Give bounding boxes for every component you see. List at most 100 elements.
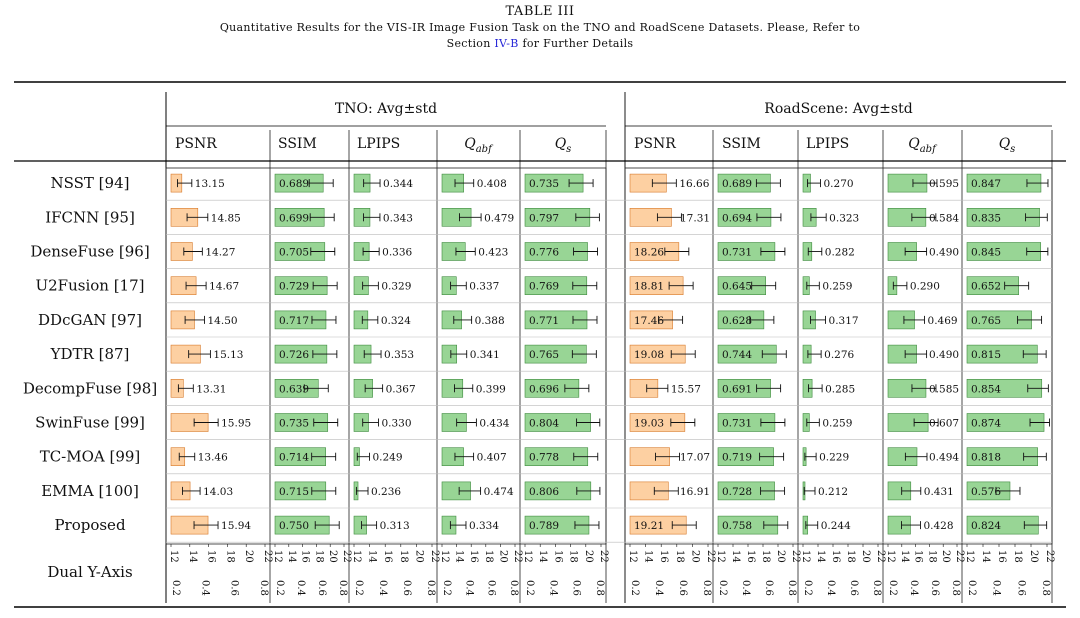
value-label-tno-ssim: 0.735 [279, 418, 309, 430]
metric-tick-label: 0.4 [547, 580, 558, 596]
psnr-tick-label: 14 [815, 550, 826, 563]
psnr-tick-label: 16 [300, 550, 311, 563]
value-label-roadscene-lpips: 0.244 [821, 520, 851, 532]
value-label-roadscene-lpips: 0.229 [819, 452, 849, 464]
psnr-tick-label: 20 [327, 550, 338, 563]
metric-tick-label: 0.8 [786, 580, 797, 596]
method-label: EMMA [100] [41, 482, 139, 500]
value-label-tno-lpips: 0.236 [371, 486, 401, 498]
value-label-roadscene-ssim: 0.694 [722, 212, 752, 224]
metric-header-roadscene-psnr: PSNR [634, 136, 676, 152]
psnr-tick-label: 16 [468, 550, 479, 563]
value-label-tno-qabf: 0.399 [476, 383, 506, 395]
value-label-tno-qabf: 0.408 [477, 178, 507, 190]
value-label-tno-qabf: 0.341 [470, 349, 500, 361]
metric-tick-label: 0.4 [991, 580, 1002, 596]
method-label: DDcGAN [97] [38, 311, 142, 329]
value-label-roadscene-ssim: 0.758 [722, 520, 752, 532]
metric-header-tno-qs: Qs [555, 136, 572, 155]
value-label-roadscene-qabf: 0.494 [929, 452, 959, 464]
metric-header-tno-psnr: PSNR [175, 136, 217, 152]
metric-tick-label: 0.4 [199, 580, 210, 596]
psnr-tick-label: 22 [705, 550, 716, 563]
metric-tick-label: 0.2 [170, 580, 181, 596]
value-label-roadscene-qs: 0.818 [971, 452, 1001, 464]
psnr-tick-label: 18 [224, 550, 235, 563]
value-label-tno-qabf: 0.337 [469, 281, 499, 293]
metric-tick-label: 0.2 [274, 580, 285, 596]
psnr-tick-label: 20 [860, 550, 871, 563]
metric-tick-label: 0.6 [848, 580, 859, 596]
value-label-roadscene-lpips: 0.259 [822, 281, 852, 293]
section-link[interactable]: IV-B [494, 37, 519, 50]
value-label-roadscene-qs: 0.765 [971, 315, 1001, 327]
psnr-tick-label: 22 [512, 550, 523, 563]
value-label-tno-qabf: 0.388 [475, 315, 505, 327]
value-label-roadscene-qs: 0.576 [971, 486, 1001, 498]
metric-tick-label: 0.8 [871, 580, 882, 596]
psnr-tick-label: 18 [1012, 550, 1023, 563]
value-label-tno-ssim: 0.699 [279, 212, 309, 224]
method-label: NSST [94] [51, 174, 130, 192]
metric-header-roadscene-qs: Qs [999, 136, 1016, 155]
roadscene-plot-frame [624, 167, 1053, 545]
value-label-roadscene-ssim: 0.744 [722, 349, 752, 361]
value-label-roadscene-qabf: 0.607 [929, 418, 959, 430]
psnr-tick-label: 16 [206, 550, 217, 563]
metric-tick-label: 0.8 [701, 580, 712, 596]
method-label: SwinFuse [99] [35, 414, 145, 432]
value-label-roadscene-ssim: 0.645 [722, 281, 752, 293]
psnr-tick-label: 22 [341, 550, 352, 563]
value-label-roadscene-qabf: 0.490 [929, 247, 959, 259]
method-label: U2Fusion [17] [36, 277, 145, 295]
value-label-roadscene-qabf: 0.584 [929, 212, 959, 224]
psnr-tick-label: 16 [382, 550, 393, 563]
value-label-tno-qs: 0.806 [529, 486, 559, 498]
method-label: IFCNN [95] [45, 208, 135, 226]
psnr-tick-label: 20 [940, 550, 951, 563]
value-label-roadscene-psnr: 19.21 [634, 520, 664, 532]
value-label-roadscene-psnr: 15.57 [671, 383, 701, 395]
value-label-roadscene-psnr: 19.03 [634, 418, 664, 430]
value-label-tno-lpips: 0.324 [381, 315, 411, 327]
value-label-roadscene-qabf: 0.595 [929, 178, 959, 190]
value-label-roadscene-qabf: 0.431 [924, 486, 954, 498]
metric-tick-label: 0.4 [463, 580, 474, 596]
value-label-tno-psnr: 15.94 [221, 520, 251, 532]
value-label-tno-lpips: 0.367 [386, 383, 416, 395]
value-label-tno-qabf: 0.407 [477, 452, 507, 464]
metric-header-roadscene-lpips: LPIPS [806, 136, 849, 152]
value-label-roadscene-ssim: 0.731 [722, 418, 752, 430]
value-label-tno-psnr: 14.85 [211, 212, 241, 224]
method-label: TC-MOA [99] [40, 448, 141, 466]
metric-tick-label: 0.2 [629, 580, 640, 596]
value-label-tno-qs: 0.804 [529, 418, 559, 430]
value-label-tno-lpips: 0.329 [381, 281, 411, 293]
value-label-roadscene-lpips: 0.276 [824, 349, 854, 361]
value-label-tno-qabf: 0.479 [484, 212, 514, 224]
value-label-tno-psnr: 13.31 [196, 383, 226, 395]
psnr-tick-label: 14 [899, 550, 910, 563]
value-label-tno-qabf: 0.423 [478, 247, 508, 259]
value-label-tno-psnr: 13.15 [195, 178, 225, 190]
value-label-tno-lpips: 0.353 [384, 349, 414, 361]
metric-tick-label: 0.4 [295, 580, 306, 596]
metric-tick-label: 0.8 [950, 580, 961, 596]
method-label: DenseFuse [96] [30, 243, 149, 261]
value-label-tno-ssim: 0.639 [279, 383, 309, 395]
value-label-tno-qs: 0.765 [529, 349, 559, 361]
value-label-roadscene-qs: 0.847 [971, 178, 1001, 190]
metric-tick-label: 0.8 [594, 580, 605, 596]
value-label-tno-lpips: 0.313 [380, 520, 410, 532]
value-label-tno-qs: 0.776 [529, 247, 559, 259]
value-label-tno-qs: 0.778 [529, 452, 559, 464]
value-label-tno-ssim: 0.726 [279, 349, 309, 361]
psnr-tick-label: 20 [413, 550, 424, 563]
value-label-roadscene-qs: 0.652 [971, 281, 1001, 293]
psnr-tick-label: 18 [568, 550, 579, 563]
psnr-tick-label: 22 [429, 550, 440, 563]
value-label-tno-lpips: 0.330 [381, 418, 411, 430]
table-label: TABLE III [505, 4, 575, 19]
value-label-tno-qabf: 0.434 [479, 418, 509, 430]
